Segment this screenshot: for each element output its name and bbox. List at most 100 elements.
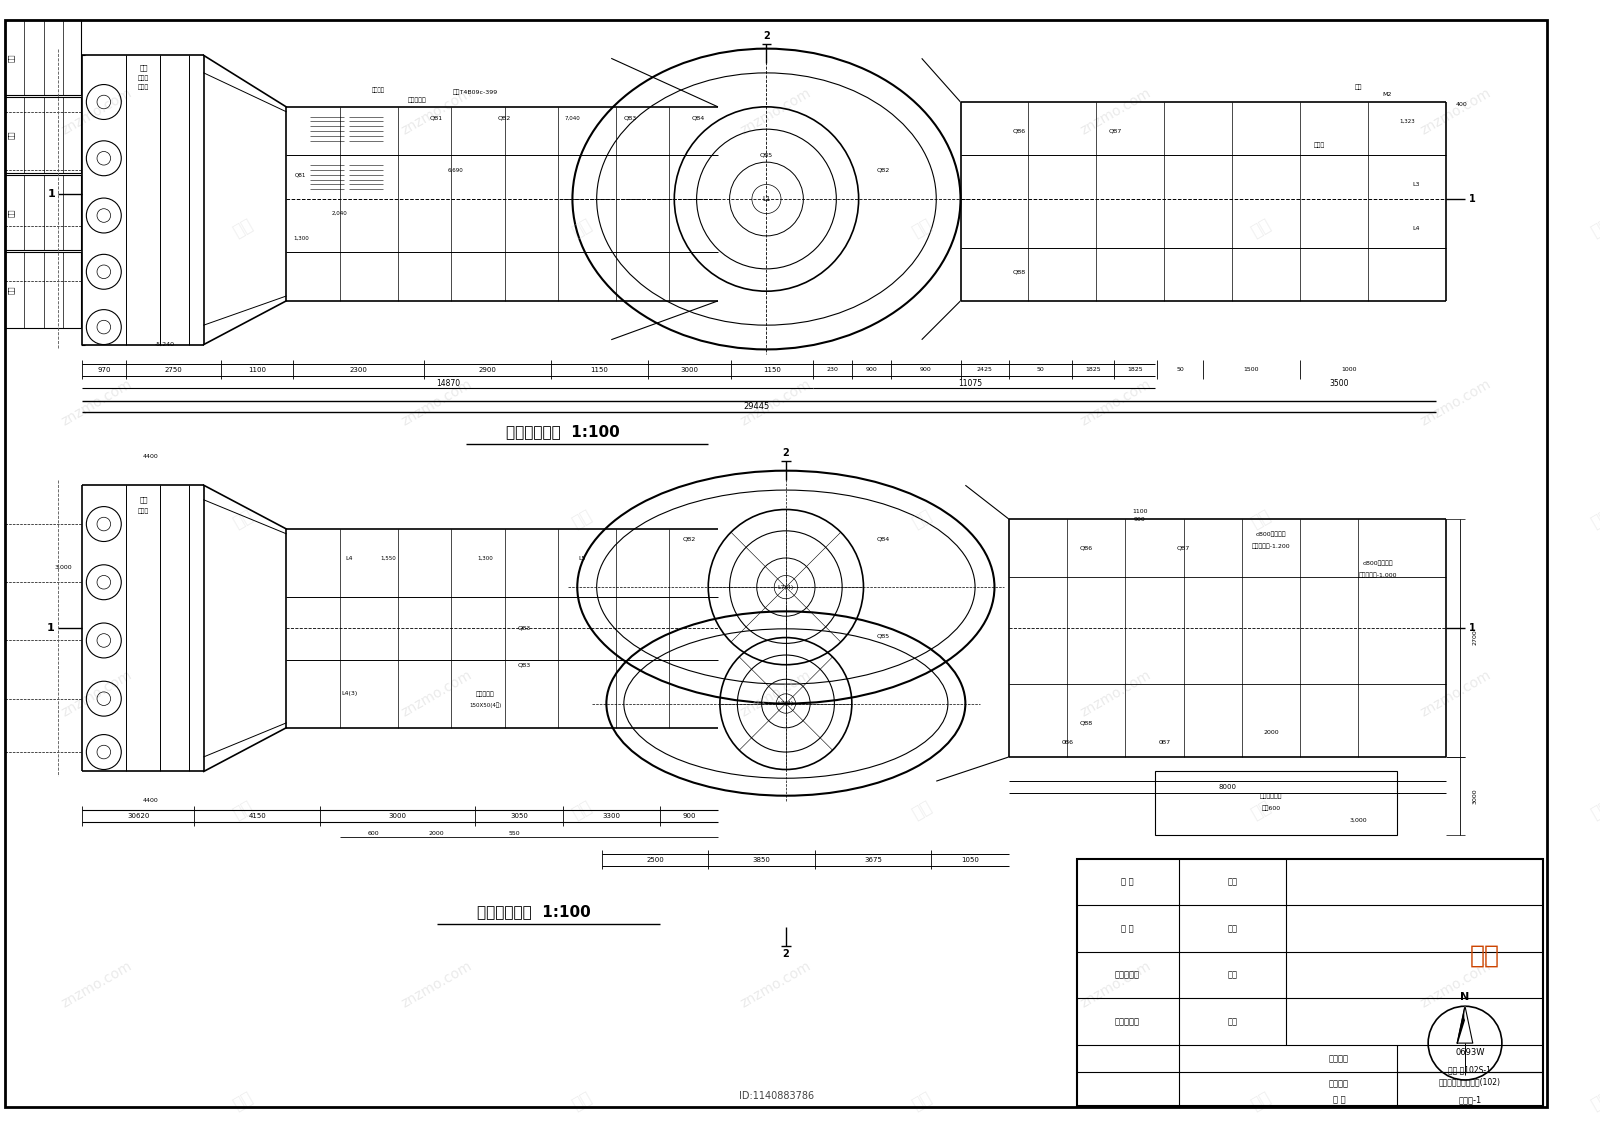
- Text: 900: 900: [866, 368, 877, 372]
- Text: 设计: 设计: [1227, 924, 1237, 933]
- Text: QB4: QB4: [877, 536, 890, 541]
- Text: 结构平面图二  1:100: 结构平面图二 1:100: [477, 905, 590, 920]
- Text: 工程项目: 工程项目: [1330, 1079, 1349, 1088]
- Text: 装装: 装装: [8, 208, 14, 217]
- Text: znzmo.com: znzmo.com: [398, 959, 475, 1011]
- Text: 550: 550: [509, 831, 520, 836]
- Text: QB2: QB2: [498, 116, 510, 121]
- Text: L7(4): L7(4): [778, 585, 794, 589]
- Text: 设计负责人: 设计负责人: [1115, 970, 1139, 979]
- Text: L4: L4: [346, 555, 354, 561]
- Text: QB3: QB3: [517, 663, 531, 667]
- Text: 审 定: 审 定: [1122, 878, 1134, 887]
- Text: znzmo.com: znzmo.com: [1078, 377, 1154, 429]
- Text: QB3: QB3: [517, 625, 531, 630]
- Text: 400: 400: [1456, 103, 1467, 107]
- Text: QB7: QB7: [1109, 129, 1122, 133]
- Text: L4: L4: [1413, 225, 1421, 231]
- Text: d800混凝土梁: d800混凝土梁: [1362, 560, 1394, 566]
- Text: 3050: 3050: [510, 813, 528, 819]
- Text: znzmo.com: znzmo.com: [1418, 377, 1493, 429]
- Bar: [5, 97, 80, 173]
- Text: 11075: 11075: [958, 379, 982, 388]
- Text: QB1: QB1: [430, 116, 443, 121]
- Text: N: N: [1461, 992, 1470, 1002]
- Text: 2: 2: [763, 31, 770, 41]
- Bar: [5, 19, 80, 95]
- Text: 30620: 30620: [126, 813, 149, 819]
- Text: 图 名: 图 名: [1333, 1095, 1346, 1104]
- Text: L7(4): L7(4): [778, 701, 794, 706]
- Text: 600: 600: [368, 831, 379, 836]
- Text: 知末: 知末: [1587, 215, 1600, 241]
- Text: znzmo.com: znzmo.com: [1078, 86, 1154, 138]
- Text: 知末: 知末: [229, 1088, 256, 1114]
- Text: 工程名称: 工程名称: [1330, 1054, 1349, 1063]
- Text: 3500: 3500: [1330, 379, 1349, 388]
- Text: 6,690: 6,690: [448, 167, 464, 172]
- Text: 50: 50: [1037, 368, 1045, 372]
- Text: 知末: 知末: [1248, 797, 1275, 823]
- Text: 钢结构门框: 钢结构门框: [408, 97, 427, 103]
- Text: 2900: 2900: [478, 366, 496, 373]
- Text: 水泵: 水泵: [139, 64, 147, 71]
- Text: L5: L5: [579, 555, 586, 561]
- Text: 1150: 1150: [763, 366, 781, 373]
- Text: L1: L1: [762, 196, 771, 202]
- Text: 3675: 3675: [864, 857, 882, 863]
- Text: 钢柱T4B09c-399: 钢柱T4B09c-399: [453, 89, 498, 95]
- Bar: [1155, 771, 1397, 835]
- Text: 7,040: 7,040: [565, 116, 581, 121]
- Text: 2000: 2000: [429, 831, 445, 836]
- Text: 专业负责人: 专业负责人: [1115, 1017, 1139, 1026]
- Text: 2300: 2300: [349, 366, 368, 373]
- Text: znzmo.com: znzmo.com: [59, 668, 134, 719]
- Text: 1100: 1100: [1133, 509, 1147, 513]
- Text: 知末: 知末: [229, 215, 256, 241]
- Text: 1150: 1150: [590, 366, 608, 373]
- Text: 0B6: 0B6: [1061, 740, 1074, 745]
- Text: znzmo.com: znzmo.com: [1418, 959, 1493, 1011]
- Text: znzmo.com: znzmo.com: [398, 86, 475, 138]
- Text: 知末: 知末: [1248, 215, 1275, 241]
- Text: QB5: QB5: [877, 633, 890, 638]
- Text: 知末: 知末: [570, 1088, 595, 1114]
- Text: znzmo.com: znzmo.com: [1078, 959, 1154, 1011]
- Polygon shape: [1458, 1007, 1466, 1043]
- Text: znzmo.com: znzmo.com: [1078, 668, 1154, 719]
- Text: 抗震截面: 抗震截面: [371, 87, 386, 93]
- Text: 2500: 2500: [646, 857, 664, 863]
- Text: 结构平面图一  1:100: 结构平面图一 1:100: [506, 424, 619, 439]
- Text: 0B7: 0B7: [1158, 740, 1170, 745]
- Text: 知末: 知末: [570, 797, 595, 823]
- Text: 知末: 知末: [1248, 507, 1275, 532]
- Text: 细格栅及旋流沉砂池(102): 细格栅及旋流沉砂池(102): [1438, 1078, 1501, 1087]
- Text: znzmo.com: znzmo.com: [59, 86, 134, 138]
- Text: 1: 1: [1469, 195, 1477, 204]
- Text: 描图: 描图: [1227, 1017, 1237, 1026]
- Text: 制图: 制图: [1227, 970, 1237, 979]
- Bar: [5, 175, 80, 250]
- Text: 1,550: 1,550: [381, 555, 395, 561]
- Text: 审 核: 审 核: [1122, 924, 1134, 933]
- Polygon shape: [1466, 1007, 1472, 1043]
- Text: 2425: 2425: [978, 368, 992, 372]
- Text: znzmo.com: znzmo.com: [738, 959, 814, 1011]
- Text: -5,240: -5,240: [155, 342, 174, 347]
- Text: 4400: 4400: [142, 798, 158, 803]
- Text: 1000: 1000: [1341, 368, 1357, 372]
- Text: QB2: QB2: [877, 167, 890, 172]
- Text: 3000: 3000: [389, 813, 406, 819]
- Text: QB8: QB8: [1013, 269, 1026, 275]
- Text: 4150: 4150: [248, 813, 266, 819]
- Text: 装装: 装装: [8, 131, 14, 139]
- Text: 知末: 知末: [229, 507, 256, 532]
- Text: 2,040: 2,040: [331, 211, 347, 216]
- Text: 知末: 知末: [1587, 1088, 1600, 1114]
- Text: 间排水: 间排水: [138, 509, 149, 515]
- Text: QB1: QB1: [294, 172, 307, 178]
- Text: 知末: 知末: [909, 507, 934, 532]
- Text: L4(3): L4(3): [341, 691, 357, 697]
- Text: 3,000: 3,000: [1349, 818, 1366, 822]
- Text: 核核: 核核: [1227, 878, 1237, 887]
